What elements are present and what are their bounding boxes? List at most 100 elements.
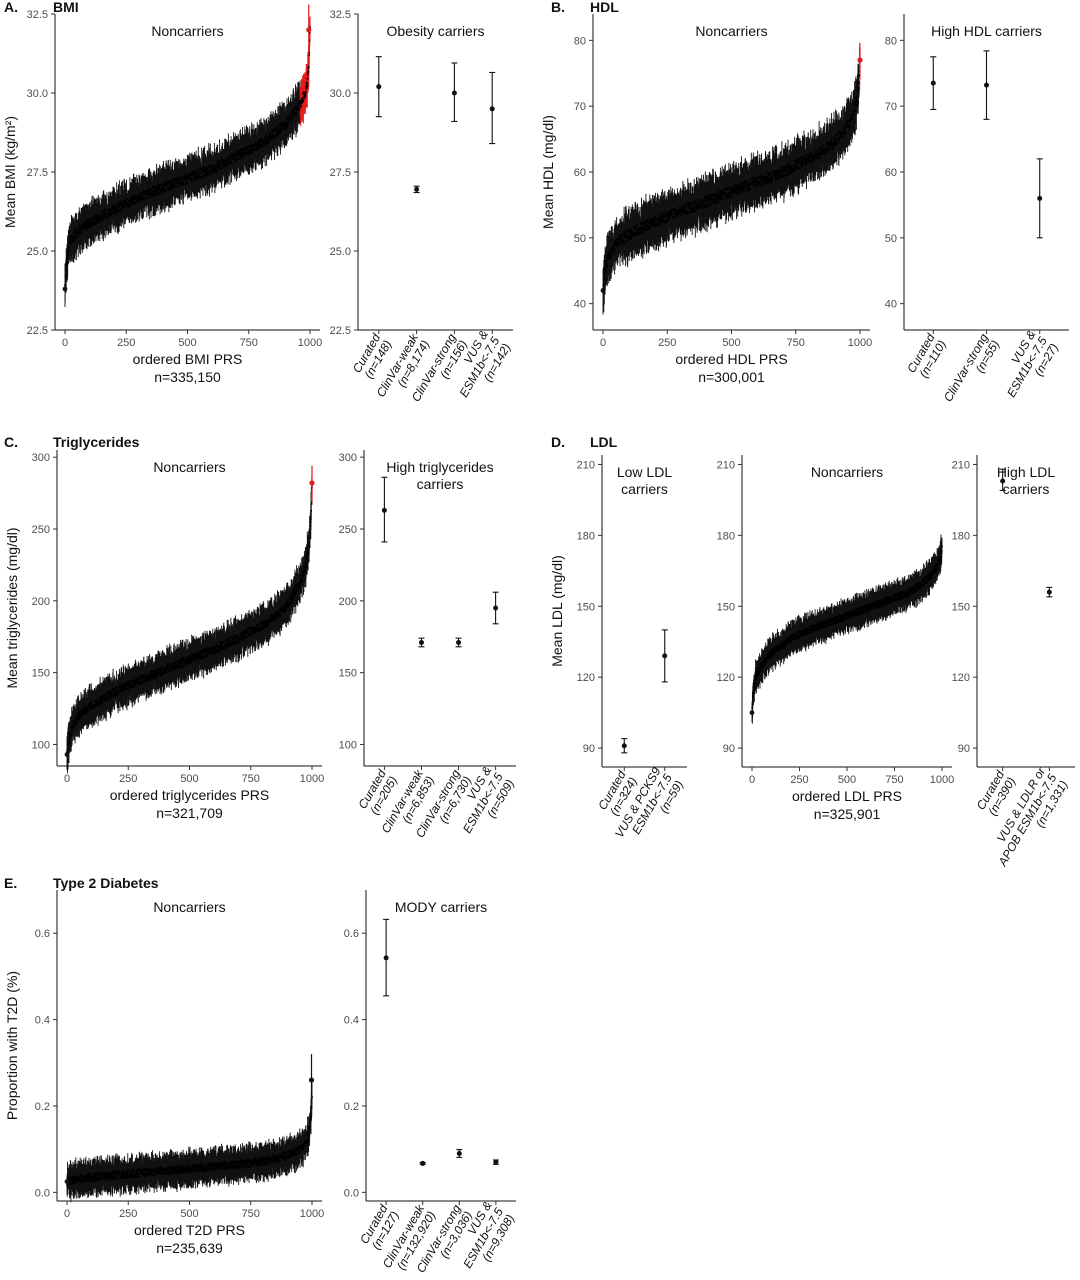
hdl-noncarriers-xtick-label-4: 1000: [848, 337, 872, 349]
ldl-high-carriers-ytick-label-2: 150: [952, 601, 970, 613]
ldl-low-carriers-chart: 90 120 150 180 210 Low LDL carriers Mean LDL (m…: [549, 455, 687, 840]
ldl-noncarriers-first-point: [749, 710, 755, 716]
t2d-noncarriers-chart: 0.0 0.2 0.4 0.6 Noncarriers Proportion with T…: [4, 890, 324, 1256]
tg-carriers-point-2: [456, 639, 462, 645]
t2d-carriers-ytick-label-2: 0.4: [344, 1015, 359, 1027]
bmi-noncarriers-ytick-label-2: 27.5: [27, 167, 48, 179]
bmi-noncarriers-top-point-0: [306, 27, 312, 33]
t2d-carriers-ytick-label-0: 0.0: [344, 1187, 359, 1199]
t2d-carriers-point-1: [420, 1160, 426, 1166]
ldl-high-carriers-title: High LDL carriers: [997, 464, 1056, 497]
tg-noncarriers-ylabel: Mean triglycerides (mg/dl): [4, 527, 20, 688]
hdl-noncarriers-error-bars: [602, 57, 860, 315]
ldl-noncarriers-error-bars: [751, 534, 943, 724]
t2d-noncarriers-xsublabel: n=235,639: [156, 1240, 223, 1256]
t2d-noncarriers-xtick-label-1: 250: [119, 1208, 137, 1220]
hdl-noncarriers-xsublabel: n=300,001: [698, 369, 765, 385]
tg-noncarriers-chart: 100 150 200 250 300 Noncarriers Mean triglycer…: [4, 450, 324, 821]
t2d-carriers-point-0: [383, 955, 389, 961]
bmi-noncarriers-first-point: [62, 286, 68, 292]
tg-noncarriers-xtick-label-1: 250: [119, 773, 137, 785]
bmi-noncarriers-ytick-label-1: 25.0: [27, 246, 48, 258]
hdl-noncarriers-top-point-0: [857, 57, 863, 63]
t2d-noncarriers-ytick-label-2: 0.4: [35, 1015, 50, 1027]
tg-carriers-point-1: [418, 639, 424, 645]
ldl-high-carriers-point-0: [1000, 478, 1006, 484]
t2d-carriers-point-3: [493, 1159, 499, 1165]
hdl-noncarriers-xtick-label-3: 750: [787, 337, 805, 349]
ldl-low-carriers-ytick-label-0: 90: [583, 743, 595, 755]
ldl-noncarriers-ytick-label-1: 120: [717, 672, 735, 684]
ldl-low-carriers-point-1: [662, 653, 668, 659]
hdl-carriers-point-2: [1037, 195, 1043, 201]
charts-layer: 22.5 25.0 27.5 30.0 32.5 Noncarriers Mean BMI …: [2, 4, 1075, 1275]
bmi-carriers-ytick-label-4: 32.5: [330, 9, 351, 21]
tg-carriers-ytick-label-4: 300: [339, 452, 357, 464]
tg-carriers-point-3: [493, 605, 499, 611]
hdl-carriers-category-label-1: ClinVar-strong(n=55): [941, 331, 1003, 411]
ldl-noncarriers-xlabel: ordered LDL PRS: [792, 788, 902, 804]
bmi-carriers-point-1: [414, 186, 420, 192]
tg-noncarriers-error-bars: [66, 487, 312, 774]
ldl-high-carriers-ytick-label-1: 120: [952, 672, 970, 684]
t2d-carriers-title: MODY carriers: [395, 899, 487, 915]
ldl-noncarriers-ytick-label-4: 210: [717, 459, 735, 471]
tg-noncarriers-xtick-label-0: 0: [64, 773, 70, 785]
bmi-carriers-ytick-label-3: 30.0: [330, 88, 351, 100]
t2d-noncarriers-ytick-label-3: 0.6: [35, 928, 50, 940]
bmi-carriers-point-0: [376, 84, 382, 90]
hdl-noncarriers-first-point: [600, 288, 606, 293]
tg-noncarriers-ytick-label-2: 200: [32, 596, 50, 608]
hdl-noncarriers-ytick-label-2: 60: [574, 167, 586, 179]
hdl-noncarriers-xtick-label-0: 0: [600, 337, 606, 349]
ldl-noncarriers-xtick-label-0: 0: [749, 774, 755, 786]
panel-letter-a: A.: [4, 0, 18, 15]
bmi-carriers-point-2: [451, 90, 457, 96]
ldl-low-carriers-title: Low LDL carriers: [617, 464, 672, 497]
t2d-noncarriers-xtick-label-3: 750: [242, 1208, 260, 1220]
tg-noncarriers-ytick-label-4: 300: [32, 452, 50, 464]
ldl-noncarriers-ytick-label-0: 90: [723, 743, 735, 755]
bmi-noncarriers-xtick-label-1: 250: [117, 337, 135, 349]
tg-noncarriers-xsublabel: n=321,709: [156, 805, 223, 821]
hdl-noncarriers-ytick-label-4: 80: [574, 35, 586, 47]
bmi-noncarriers-xsublabel: n=335,150: [154, 369, 221, 385]
hdl-carriers-ytick-label-2: 60: [885, 167, 897, 179]
bmi-noncarriers-xtick-label-0: 0: [62, 337, 68, 349]
hdl-noncarriers-ytick-label-0: 40: [574, 299, 586, 311]
tg-noncarriers-xtick-label-2: 500: [180, 773, 198, 785]
ldl-low-carriers-ytick-label-2: 150: [577, 601, 595, 613]
panel-letter-b: B.: [551, 0, 565, 15]
bmi-noncarriers-title: Noncarriers: [151, 23, 223, 39]
hdl-carriers-category-label-0: Curated(n=110): [904, 331, 949, 382]
t2d-noncarriers-xtick-label-0: 0: [64, 1208, 70, 1220]
panel-letter-e: E.: [4, 875, 17, 891]
ldl-high-carriers-point-1: [1046, 589, 1052, 595]
hdl-noncarriers-xtick-label-2: 500: [722, 337, 740, 349]
tg-noncarriers-title: Noncarriers: [153, 459, 225, 475]
ldl-low-carriers-ytick-label-1: 120: [577, 672, 595, 684]
t2d-carriers-ytick-label-1: 0.2: [344, 1101, 359, 1113]
tg-noncarriers-top-point-0: [309, 480, 315, 486]
t2d-noncarriers-xtick-label-2: 500: [180, 1208, 198, 1220]
bmi-carriers-ytick-label-0: 22.5: [330, 325, 351, 337]
bmi-noncarriers-ytick-label-4: 32.5: [27, 9, 48, 21]
bmi-noncarriers-xtick-label-3: 750: [240, 337, 258, 349]
bmi-noncarriers-chart: 22.5 25.0 27.5 30.0 32.5 Noncarriers Mean BMI …: [2, 4, 322, 385]
tg-noncarriers-ytick-label-0: 100: [32, 739, 50, 751]
hdl-noncarriers-chart: 40 50 60 70 80 Noncarriers Mean HDL (mg/dl) 0 25…: [540, 14, 872, 385]
tg-carriers-point-0: [381, 507, 387, 513]
panel-letter-c: C.: [4, 434, 18, 450]
hdl-noncarriers-ytick-label-3: 70: [574, 101, 586, 113]
hdl-carriers-point-1: [984, 82, 989, 88]
hdl-noncarriers-ylabel: Mean HDL (mg/dl): [540, 115, 556, 229]
ldl-noncarriers-xtick-label-4: 1000: [930, 774, 954, 786]
tg-carriers-ytick-label-3: 250: [339, 524, 357, 536]
ldl-noncarriers-title: Noncarriers: [811, 464, 883, 480]
ldl-low-carriers-ytick-label-3: 180: [577, 530, 595, 542]
ldl-noncarriers-ytick-label-2: 150: [717, 601, 735, 613]
tg-noncarriers-ytick-label-1: 150: [32, 668, 50, 680]
tg-noncarriers-points: [66, 486, 313, 754]
